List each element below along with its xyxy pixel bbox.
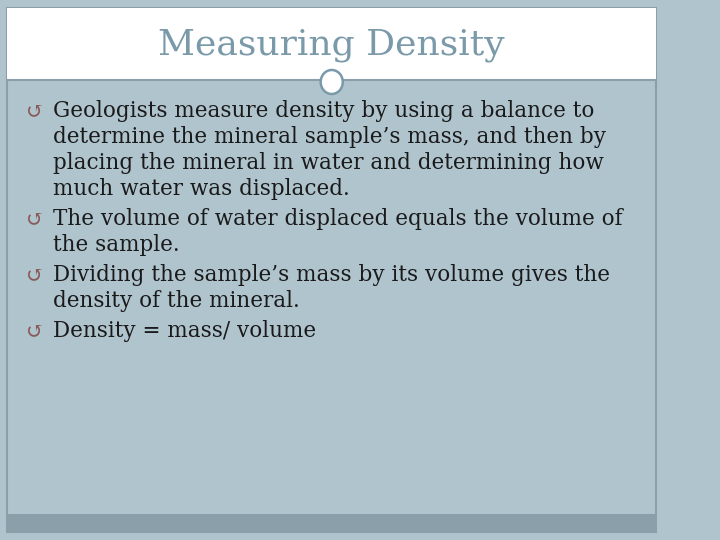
FancyBboxPatch shape: [7, 8, 656, 80]
Text: the sample.: the sample.: [53, 234, 180, 256]
Text: The volume of water displaced equals the volume of: The volume of water displaced equals the…: [53, 208, 623, 230]
Text: ↺: ↺: [26, 100, 44, 122]
FancyBboxPatch shape: [7, 8, 656, 532]
Text: ↺: ↺: [26, 208, 44, 230]
FancyBboxPatch shape: [7, 514, 656, 532]
Text: Dividing the sample’s mass by its volume gives the: Dividing the sample’s mass by its volume…: [53, 264, 611, 286]
Circle shape: [320, 70, 343, 94]
Text: Geologists measure density by using a balance to: Geologists measure density by using a ba…: [53, 100, 595, 122]
Text: Measuring Density: Measuring Density: [158, 28, 505, 62]
Text: density of the mineral.: density of the mineral.: [53, 290, 300, 312]
Text: determine the mineral sample’s mass, and then by: determine the mineral sample’s mass, and…: [53, 126, 606, 148]
Text: placing the mineral in water and determining how: placing the mineral in water and determi…: [53, 152, 604, 174]
Text: ↺: ↺: [26, 320, 44, 342]
Text: much water was displaced.: much water was displaced.: [53, 178, 350, 200]
Text: ↺: ↺: [26, 264, 44, 286]
Text: Density = mass/ volume: Density = mass/ volume: [53, 320, 317, 342]
